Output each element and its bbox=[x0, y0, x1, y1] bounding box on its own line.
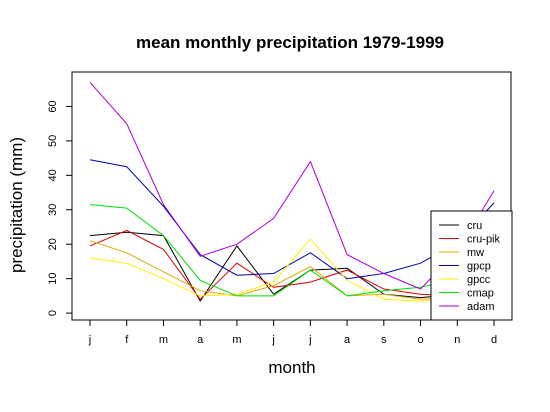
x-tick-label: d bbox=[491, 334, 497, 346]
x-tick-label: a bbox=[197, 334, 204, 346]
series-line-cmap bbox=[89, 204, 495, 297]
x-tick-label: j bbox=[308, 334, 311, 346]
y-tick-label: 60 bbox=[47, 100, 59, 112]
x-tick-label: m bbox=[159, 334, 168, 346]
x-tick-label: o bbox=[417, 334, 423, 346]
legend-label-gpcc: gpcc bbox=[467, 274, 491, 286]
series-line-gpcc bbox=[89, 238, 495, 302]
series-line-cru-pik bbox=[89, 229, 495, 301]
chart-title: mean monthly precipitation 1979-1999 bbox=[136, 33, 444, 52]
x-tick-label: j bbox=[271, 334, 274, 346]
y-tick-label: 40 bbox=[47, 169, 59, 181]
y-tick-label: 50 bbox=[47, 135, 59, 147]
legend-label-gpcp: gpcp bbox=[467, 261, 491, 273]
axes: 0 10 20 30 40 50 60 j f m a m j j a s o n d bbox=[47, 71, 512, 346]
legend-label-mw: mw bbox=[467, 247, 484, 259]
legend-label-cmap: cmap bbox=[467, 288, 494, 300]
x-axis-label: month bbox=[268, 358, 315, 377]
series-line-adam bbox=[89, 81, 495, 290]
series-line-cru bbox=[89, 231, 495, 303]
legend-label-cru-pik: cru-pik bbox=[467, 234, 501, 246]
y-tick-label: 20 bbox=[47, 238, 59, 250]
x-tick-label: n bbox=[454, 334, 460, 346]
y-axis-label: precipitation (mm) bbox=[7, 137, 26, 273]
y-tick-label: 30 bbox=[47, 204, 59, 216]
plot-frame bbox=[71, 71, 512, 321]
series-lines bbox=[89, 81, 495, 303]
legend-label-adam: adam bbox=[467, 301, 495, 313]
y-tick-label: 10 bbox=[47, 273, 59, 285]
legend-label-cru: cru bbox=[467, 220, 482, 232]
x-tick-label: j bbox=[88, 334, 91, 346]
x-tick-label: s bbox=[381, 334, 387, 346]
x-tick-label: f bbox=[125, 334, 129, 346]
y-tick-label: 0 bbox=[47, 310, 59, 316]
x-tick-label: a bbox=[344, 334, 351, 346]
series-line-mw bbox=[89, 240, 495, 300]
series-line-gpcp bbox=[89, 159, 495, 280]
x-tick-label: m bbox=[232, 334, 241, 346]
